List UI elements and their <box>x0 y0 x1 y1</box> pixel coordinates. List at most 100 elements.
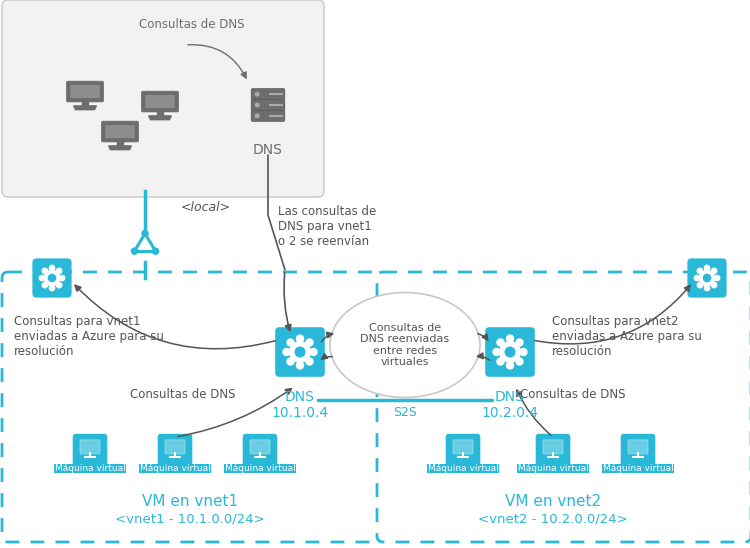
Circle shape <box>256 114 259 118</box>
FancyBboxPatch shape <box>453 440 473 454</box>
FancyBboxPatch shape <box>250 440 270 454</box>
FancyBboxPatch shape <box>377 272 750 542</box>
Circle shape <box>256 103 259 107</box>
Circle shape <box>56 268 62 273</box>
Circle shape <box>287 358 294 365</box>
Circle shape <box>50 265 55 271</box>
Ellipse shape <box>330 293 480 397</box>
FancyBboxPatch shape <box>628 440 648 454</box>
Text: Máquina virtual: Máquina virtual <box>55 464 125 473</box>
Circle shape <box>698 282 703 288</box>
Text: <local>: <local> <box>181 201 231 214</box>
Circle shape <box>699 270 715 286</box>
FancyBboxPatch shape <box>32 259 71 298</box>
Circle shape <box>296 362 304 369</box>
Circle shape <box>49 275 55 282</box>
Circle shape <box>42 282 47 288</box>
FancyBboxPatch shape <box>243 434 278 466</box>
Circle shape <box>287 339 294 346</box>
Text: Máquina virtual: Máquina virtual <box>225 464 296 473</box>
FancyBboxPatch shape <box>251 110 285 121</box>
FancyBboxPatch shape <box>2 272 381 542</box>
Circle shape <box>694 275 700 281</box>
Text: Consultas para vnet1
enviadas a Azure para su
resolución: Consultas para vnet1 enviadas a Azure pa… <box>14 315 164 358</box>
Circle shape <box>310 349 317 356</box>
Circle shape <box>39 275 44 281</box>
Circle shape <box>306 339 313 346</box>
Text: DNS: DNS <box>253 143 283 157</box>
Circle shape <box>56 282 62 288</box>
FancyBboxPatch shape <box>165 440 185 454</box>
Circle shape <box>506 347 515 357</box>
Circle shape <box>296 335 304 342</box>
FancyBboxPatch shape <box>146 95 175 108</box>
FancyBboxPatch shape <box>158 434 192 466</box>
FancyBboxPatch shape <box>446 434 480 466</box>
FancyBboxPatch shape <box>621 434 656 466</box>
Text: VM en vnet1: VM en vnet1 <box>142 494 238 509</box>
Text: Máquina virtual: Máquina virtual <box>427 464 498 473</box>
FancyBboxPatch shape <box>485 327 535 377</box>
Circle shape <box>516 358 523 365</box>
Circle shape <box>712 282 717 288</box>
Text: Consultas de
DNS reenviadas
entre redes
virtuales: Consultas de DNS reenviadas entre redes … <box>361 323 449 367</box>
Circle shape <box>50 286 55 291</box>
Circle shape <box>152 248 158 254</box>
FancyBboxPatch shape <box>105 125 135 138</box>
Polygon shape <box>82 100 88 106</box>
Circle shape <box>256 93 259 96</box>
Circle shape <box>59 275 64 281</box>
Circle shape <box>497 339 504 346</box>
Text: Consultas para vnet2
enviadas a Azure para su
resolución: Consultas para vnet2 enviadas a Azure pa… <box>552 315 702 358</box>
Polygon shape <box>109 146 131 150</box>
Circle shape <box>506 362 514 369</box>
FancyBboxPatch shape <box>251 99 285 111</box>
FancyBboxPatch shape <box>142 91 178 112</box>
Polygon shape <box>148 116 172 119</box>
Text: Máquina virtual: Máquina virtual <box>140 464 210 473</box>
Text: Máquina virtual: Máquina virtual <box>603 464 674 473</box>
Text: Consultas de DNS: Consultas de DNS <box>140 18 244 31</box>
Circle shape <box>44 270 60 286</box>
Text: S2S: S2S <box>393 406 417 419</box>
Text: Consultas de DNS: Consultas de DNS <box>130 388 236 401</box>
Text: DNS
10.1.0.4: DNS 10.1.0.4 <box>272 390 328 420</box>
Text: <vnet1 - 10.1.0.0/24>: <vnet1 - 10.1.0.0/24> <box>116 512 265 525</box>
Circle shape <box>516 339 523 346</box>
Text: Consultas de DNS: Consultas de DNS <box>520 388 626 401</box>
Circle shape <box>712 268 717 273</box>
FancyBboxPatch shape <box>2 0 324 197</box>
Polygon shape <box>158 111 163 116</box>
Circle shape <box>306 358 313 365</box>
Circle shape <box>500 342 520 362</box>
FancyBboxPatch shape <box>70 85 100 98</box>
Polygon shape <box>74 106 97 110</box>
Text: <vnet2 - 10.2.0.0/24>: <vnet2 - 10.2.0.0/24> <box>478 512 628 525</box>
Circle shape <box>497 358 504 365</box>
Circle shape <box>704 265 710 271</box>
Circle shape <box>506 335 514 342</box>
Circle shape <box>715 275 720 281</box>
FancyBboxPatch shape <box>543 440 563 454</box>
Circle shape <box>142 230 148 237</box>
Circle shape <box>283 349 290 356</box>
FancyBboxPatch shape <box>101 121 139 142</box>
Circle shape <box>520 349 527 356</box>
Circle shape <box>493 349 500 356</box>
FancyBboxPatch shape <box>275 327 325 377</box>
Text: Máquina virtual: Máquina virtual <box>518 464 588 473</box>
FancyBboxPatch shape <box>80 440 100 454</box>
Text: DNS
10.2.0.4: DNS 10.2.0.4 <box>482 390 538 420</box>
Circle shape <box>704 275 710 282</box>
Text: Las consultas de
DNS para vnet1
o 2 se reenvían: Las consultas de DNS para vnet1 o 2 se r… <box>278 205 376 248</box>
Circle shape <box>698 268 703 273</box>
FancyBboxPatch shape <box>73 434 107 466</box>
Circle shape <box>131 248 137 254</box>
Circle shape <box>296 347 304 357</box>
FancyBboxPatch shape <box>67 81 104 102</box>
Circle shape <box>42 268 47 273</box>
Text: VM en vnet2: VM en vnet2 <box>505 494 601 509</box>
FancyBboxPatch shape <box>536 434 570 466</box>
Polygon shape <box>117 140 123 146</box>
FancyBboxPatch shape <box>688 259 727 298</box>
